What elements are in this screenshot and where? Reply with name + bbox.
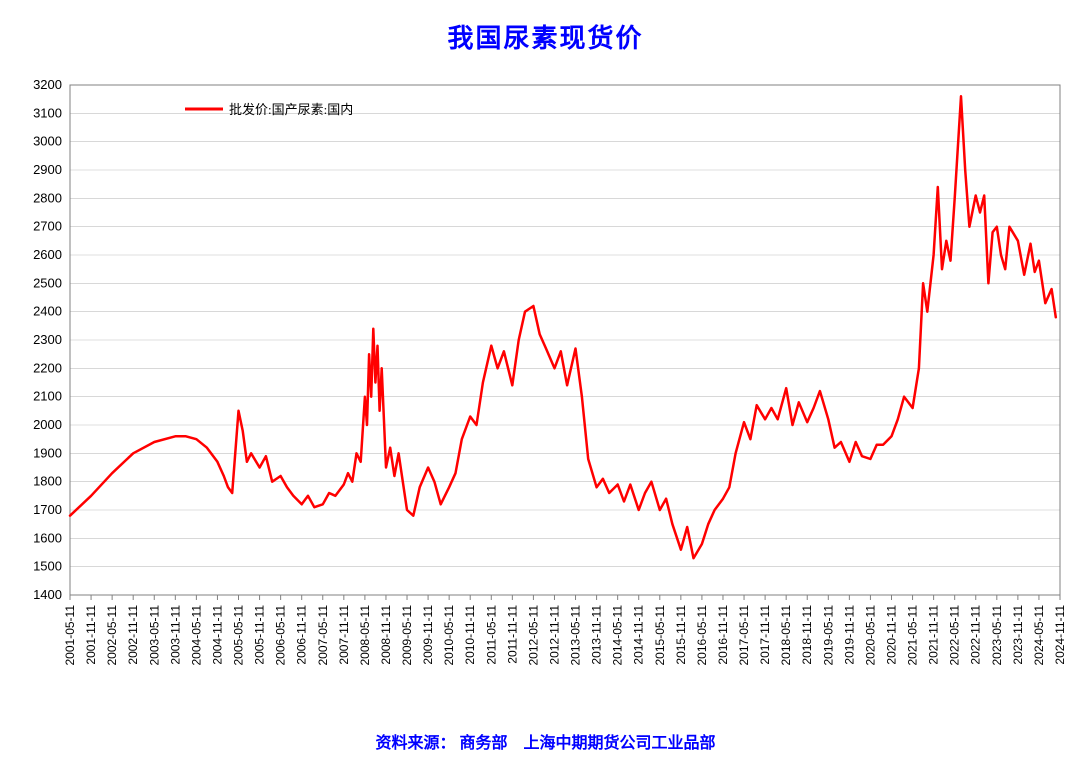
y-axis-label: 3100 (33, 105, 62, 120)
chart-container: 我国尿素现货价 14001500160017001800190020002100… (0, 0, 1091, 763)
y-axis-label: 2600 (33, 247, 62, 262)
x-axis-label: 2008-05-11 (358, 605, 372, 666)
x-axis-label: 2008-11-11 (379, 605, 393, 665)
x-axis-label: 2023-11-11 (1011, 605, 1025, 665)
chart-footer: 资料来源： 商务部 上海中期期货公司工业品部 (0, 729, 1091, 753)
x-axis-label: 2004-11-11 (210, 605, 224, 665)
y-axis-label: 1600 (33, 530, 62, 545)
x-axis-label: 2013-11-11 (590, 605, 604, 665)
y-axis-label: 2900 (33, 162, 62, 177)
y-axis-label: 2300 (33, 332, 62, 347)
x-axis-label: 2024-05-11 (1032, 605, 1046, 666)
price-line (70, 96, 1056, 558)
x-axis-label: 2011-11-11 (505, 605, 519, 664)
y-axis-label: 2100 (33, 389, 62, 404)
x-axis-label: 2002-05-11 (105, 605, 119, 666)
x-axis-label: 2018-11-11 (800, 605, 814, 665)
x-axis-label: 2001-05-11 (63, 605, 77, 666)
x-axis-label: 2007-05-11 (316, 605, 330, 666)
x-axis-label: 2021-11-11 (927, 605, 941, 665)
x-axis-label: 2001-11-11 (84, 605, 98, 665)
y-axis-label: 2200 (33, 360, 62, 375)
x-axis-label: 2012-11-11 (547, 605, 561, 665)
x-axis-label: 2006-05-11 (274, 605, 288, 666)
x-axis-label: 2012-05-11 (526, 605, 540, 666)
x-axis-label: 2014-11-11 (632, 605, 646, 665)
x-axis-label: 2010-05-11 (442, 605, 456, 666)
x-axis-label: 2009-11-11 (421, 605, 435, 665)
y-axis-label: 3200 (33, 77, 62, 92)
x-axis-label: 2015-11-11 (674, 605, 688, 665)
x-axis-label: 2011-05-11 (484, 605, 498, 665)
x-axis-label: 2006-11-11 (295, 605, 309, 665)
x-axis-label: 2003-11-11 (168, 605, 182, 665)
x-axis-label: 2007-11-11 (337, 605, 351, 665)
y-axis-label: 1500 (33, 559, 62, 574)
x-axis-label: 2023-05-11 (990, 605, 1004, 666)
y-axis-label: 3000 (33, 134, 62, 149)
x-axis-label: 2002-11-11 (126, 605, 140, 665)
x-axis-label: 2022-05-11 (948, 605, 962, 666)
x-axis-label: 2015-05-11 (653, 605, 667, 666)
x-axis-label: 2017-11-11 (758, 605, 772, 665)
x-axis-label: 2004-05-11 (189, 605, 203, 666)
line-chart: 1400 1500 1600 1700 1800 1900 2000 2100 2200 2300… (0, 0, 1091, 763)
x-axis-label: 2017-05-11 (737, 605, 751, 666)
x-axis-label: 2013-05-11 (569, 605, 583, 666)
x-axis-label: 2005-11-11 (253, 605, 267, 665)
x-axis-label: 2009-05-11 (400, 605, 414, 666)
legend-label: 批发价:国产尿素:国内 (229, 102, 353, 117)
y-axis-label: 2700 (33, 219, 62, 234)
x-axis-label: 2019-11-11 (842, 605, 856, 665)
y-axis-label: 2400 (33, 304, 62, 319)
y-axis-label: 2000 (33, 417, 62, 432)
x-axis-label: 2016-11-11 (716, 605, 730, 665)
x-axis-label: 2005-05-11 (232, 605, 246, 666)
y-axis-label: 2500 (33, 275, 62, 290)
x-axis-label: 2024-11-11 (1053, 605, 1067, 665)
x-axis-label: 2010-11-11 (463, 605, 477, 665)
x-axis-label: 2022-11-11 (969, 605, 983, 665)
y-axis-label: 1400 (33, 587, 62, 602)
y-axis-label: 1800 (33, 474, 62, 489)
x-axis-label: 2016-05-11 (695, 605, 709, 666)
y-axis-label: 2800 (33, 190, 62, 205)
y-axis-label: 1700 (33, 502, 62, 517)
x-axis-label: 2020-05-11 (863, 605, 877, 666)
x-axis-label: 2021-05-11 (906, 605, 920, 666)
x-axis-label: 2020-11-11 (884, 605, 898, 665)
y-axis-label: 1900 (33, 445, 62, 460)
x-axis-label: 2018-05-11 (779, 605, 793, 666)
x-axis-label: 2019-05-11 (821, 605, 835, 666)
x-axis-label: 2014-05-11 (611, 605, 625, 666)
x-axis-label: 2003-05-11 (147, 605, 161, 666)
